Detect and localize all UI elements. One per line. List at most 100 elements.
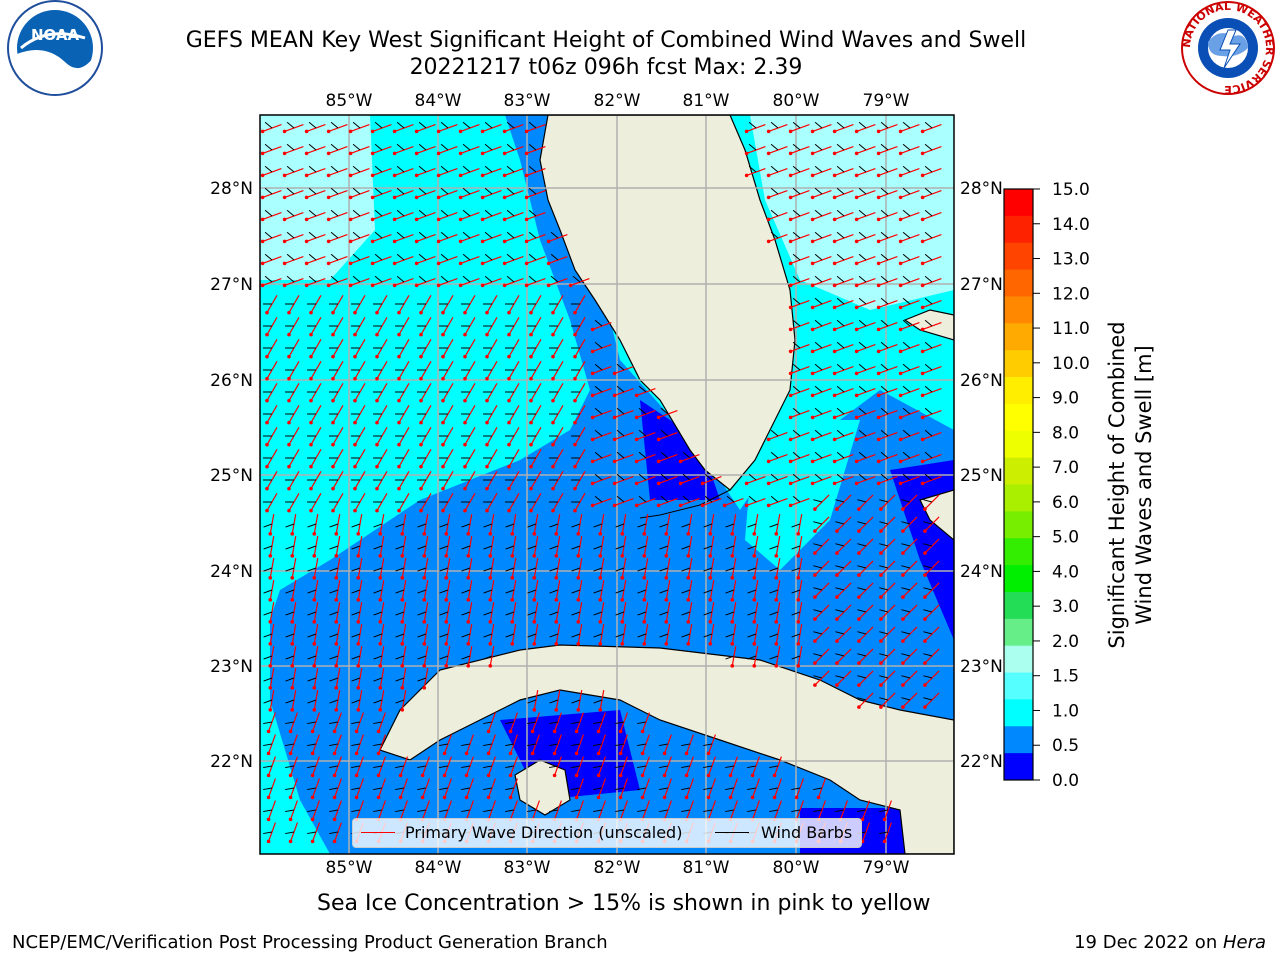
wind-barb [880, 275, 889, 283]
wave-arrow-head [744, 503, 749, 508]
wave-arrow-head [304, 151, 309, 156]
wave-arrow-head [508, 795, 513, 800]
wave-arrow-head [392, 283, 397, 288]
wind-barb [308, 253, 317, 261]
wind-barb [263, 699, 273, 704]
wave-arrow-head [441, 486, 445, 491]
wind-barb [483, 721, 493, 725]
wave-arrow-head [370, 129, 375, 134]
wave-arrow-head [901, 683, 905, 687]
wind-barb [264, 275, 273, 283]
wave-arrow-head [554, 576, 559, 580]
wind-barb [923, 521, 933, 525]
wave-arrow-head [656, 459, 661, 464]
wind-barb [395, 611, 405, 616]
wind-barb [396, 275, 405, 283]
wave-arrow-head [554, 620, 559, 624]
wave-arrow-head [348, 151, 353, 156]
wind-barb [329, 523, 339, 528]
wind-barb [549, 523, 559, 528]
wave-arrow-head [796, 532, 801, 536]
wave-arrow-head [397, 508, 401, 513]
wind-barb [352, 209, 361, 217]
wind-barb [791, 655, 801, 660]
wave-arrow-head [524, 173, 529, 178]
wind-barb [505, 809, 515, 813]
wave-arrow-head [331, 376, 335, 381]
wind-barb [395, 765, 405, 769]
wave-arrow-head [480, 261, 485, 266]
wave-arrow-head [796, 576, 801, 580]
wind-barb [879, 809, 889, 813]
colorbar-segment [1004, 189, 1033, 217]
wave-arrow-head [898, 481, 903, 486]
wave-arrow-head [573, 464, 577, 469]
lon-label: 81°W [683, 91, 730, 111]
wave-arrow-head [422, 598, 427, 602]
wind-barb [615, 589, 625, 594]
wind-barb [571, 787, 581, 791]
wave-arrow-head [640, 795, 645, 800]
wave-arrow-head [656, 415, 661, 420]
wind-barb [593, 633, 603, 638]
wave-arrow-head [508, 773, 513, 778]
footer-host: Hera [1222, 932, 1266, 953]
wave-arrow-head [332, 839, 337, 844]
wave-arrow-head [923, 507, 927, 511]
wave-arrow-head [376, 795, 381, 800]
colorbar-tick-label: 14.0 [1052, 215, 1090, 235]
wave-arrow-head [510, 642, 515, 646]
wind-barb [770, 231, 779, 239]
wave-arrow-head [378, 686, 383, 690]
wave-arrow-head [730, 642, 735, 646]
wave-arrow-head [730, 532, 735, 536]
wave-arrow-head [422, 576, 427, 580]
wind-barb [813, 631, 823, 635]
wave-arrow-head [524, 239, 529, 244]
wave-arrow-head [854, 415, 859, 420]
wave-arrow-head [485, 420, 489, 425]
wind-barb [506, 121, 515, 129]
wave-arrow-head [788, 349, 793, 354]
wave-arrow-head [326, 239, 331, 244]
wave-arrow-head [290, 598, 295, 602]
wind-barb [373, 655, 383, 660]
wind-barb [858, 121, 867, 129]
wind-barb [593, 765, 603, 769]
wave-arrow-head [282, 173, 287, 178]
wave-arrow-head [266, 817, 271, 822]
wind-barb [901, 499, 911, 503]
wave-arrow-head [832, 371, 837, 376]
wind-barb [880, 341, 889, 349]
wave-arrow-head [400, 598, 405, 602]
wave-arrow-head [596, 773, 601, 778]
wind-barb [835, 543, 845, 547]
wave-arrow-head [640, 773, 645, 778]
wave-arrow-head [466, 532, 471, 536]
wave-arrow-head [810, 195, 815, 200]
wave-arrow-head [266, 729, 271, 734]
wave-arrow-head [524, 129, 529, 134]
wave-arrow-head [480, 195, 485, 200]
colorbar-tick-label: 4.0 [1052, 562, 1079, 582]
wave-arrow-head [397, 310, 401, 315]
wind-barb [330, 275, 339, 283]
wind-barb [461, 787, 471, 791]
wave-arrow-head [590, 481, 595, 486]
wave-arrow-head [304, 129, 309, 134]
wave-arrow-head [529, 420, 533, 425]
wind-barb [483, 809, 493, 813]
wave-arrow-head [398, 795, 403, 800]
wind-barb [638, 385, 647, 393]
wave-arrow-head [442, 751, 447, 756]
wind-barb [858, 143, 867, 151]
wind-barb [572, 275, 581, 283]
wind-barb [286, 209, 295, 217]
map-legend: Primary Wave Direction (unscaled) Wind B… [352, 818, 862, 848]
wind-barb [483, 633, 493, 638]
wind-barb [285, 567, 295, 572]
wave-arrow-head [510, 554, 515, 558]
wave-arrow-head [507, 464, 511, 469]
wave-arrow-head [898, 261, 903, 266]
wind-barb [659, 567, 669, 572]
